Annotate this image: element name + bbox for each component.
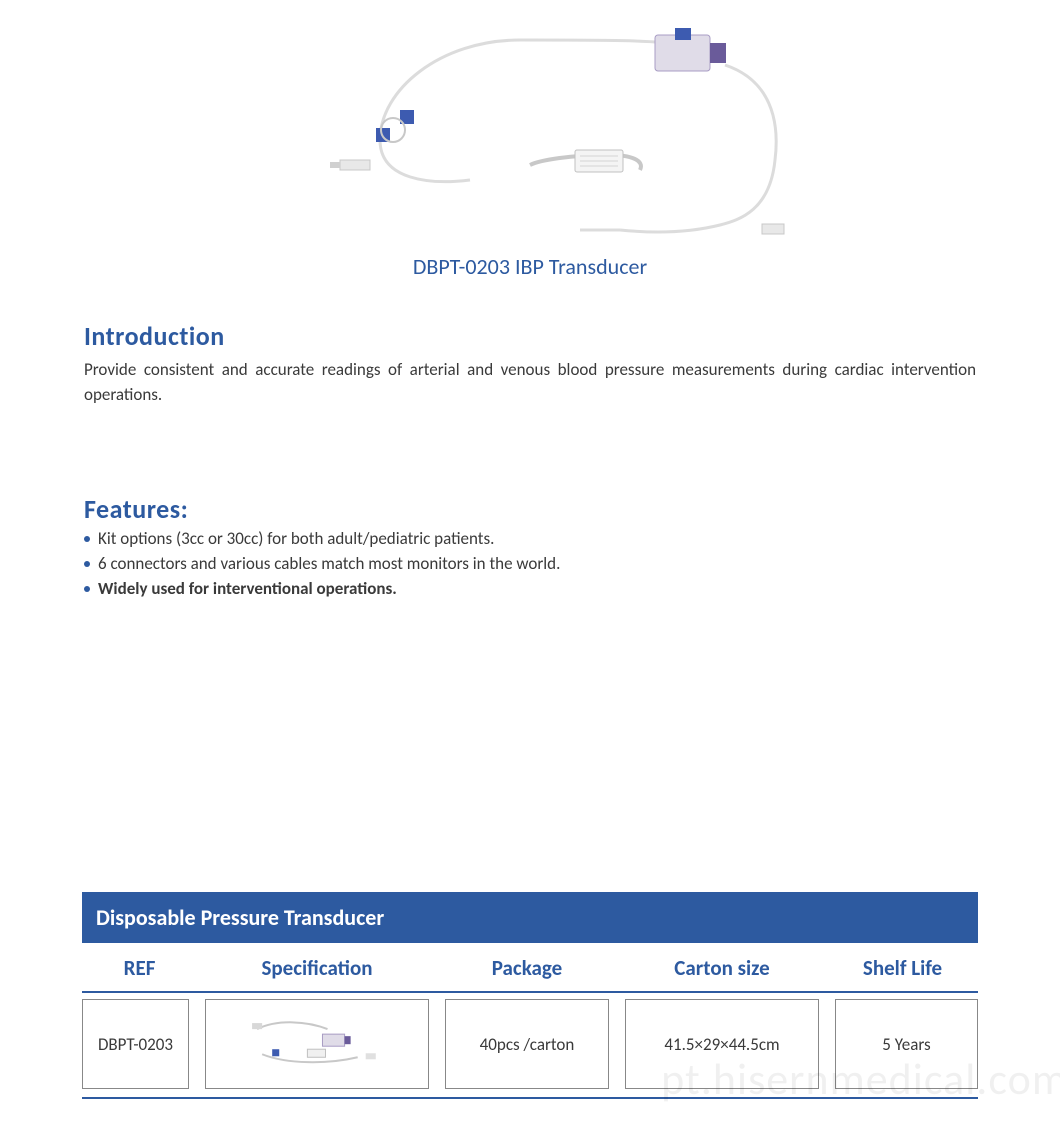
transducer-illustration	[180, 10, 880, 245]
feature-item: 6 connectors and various cables match mo…	[84, 552, 976, 577]
header-divider	[82, 991, 978, 993]
product-title: DBPT-0203 IBP Transducer	[0, 253, 1060, 280]
product-image	[180, 10, 880, 245]
col-header-ref: REF	[82, 943, 197, 991]
features-list: Kit options (3cc or 30cc) for both adult…	[84, 527, 976, 601]
col-header-carton: Carton size	[617, 943, 827, 991]
table-title: Disposable Pressure Transducer	[82, 892, 978, 943]
features-heading: Features:	[84, 493, 976, 525]
cell-ref: DBPT-0203	[82, 999, 189, 1089]
introduction-heading: Introduction	[84, 320, 976, 352]
feature-item: Kit options (3cc or 30cc) for both adult…	[84, 527, 976, 552]
introduction-body: Provide consistent and accurate readings…	[84, 358, 976, 407]
feature-item: Widely used for interventional operation…	[84, 577, 976, 602]
watermark: pt.hisernmedical.com	[661, 1052, 1060, 1106]
col-header-shelf: Shelf Life	[827, 943, 978, 991]
col-header-package: Package	[437, 943, 617, 991]
cell-specification	[205, 999, 429, 1089]
spec-thumbnail	[212, 1009, 423, 1079]
cell-package: 40pcs /carton	[445, 999, 609, 1089]
col-header-spec: Specification	[197, 943, 437, 991]
